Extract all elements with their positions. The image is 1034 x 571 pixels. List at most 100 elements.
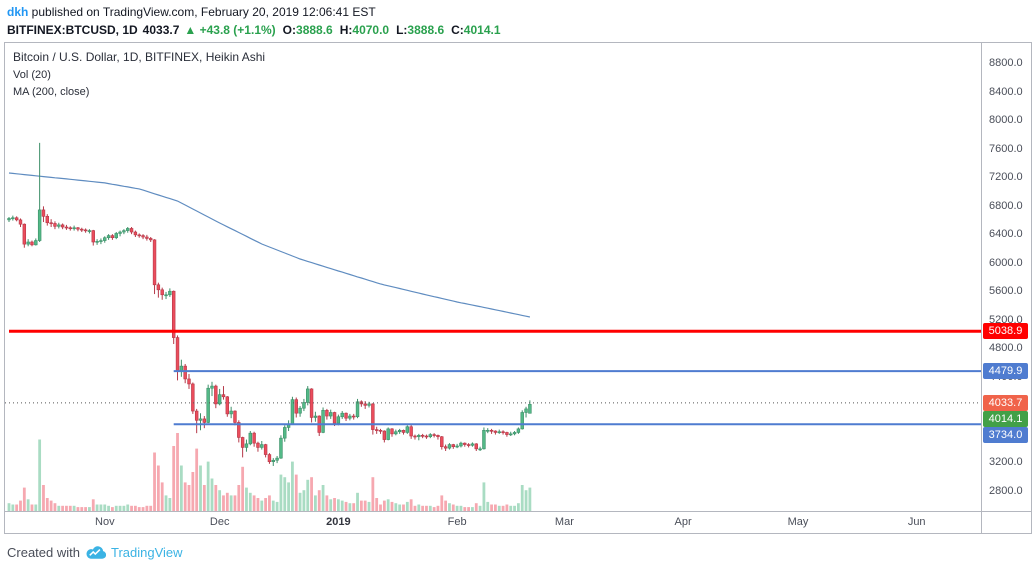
x-tick-label: Jun — [907, 516, 926, 528]
author-link[interactable]: dkh — [7, 5, 29, 19]
volume-bar — [417, 504, 421, 511]
volume-bar — [516, 503, 520, 511]
candle-body — [76, 227, 80, 230]
open-field: O:3888.6 — [283, 23, 333, 37]
volume-bar — [118, 505, 122, 511]
candle-body — [386, 428, 390, 440]
candle-body — [99, 240, 103, 242]
candle-body — [45, 216, 50, 224]
volume-bar — [471, 507, 474, 511]
volume-bar — [268, 495, 271, 511]
candle-body — [505, 432, 509, 435]
candle-body — [451, 444, 455, 448]
candle-body — [149, 238, 153, 241]
candle-body — [233, 410, 237, 423]
candle-body — [126, 228, 130, 231]
volume-bar — [88, 507, 91, 511]
candle-body — [298, 407, 302, 414]
volume-bar — [248, 492, 252, 511]
price-axis[interactable]: 8800.0 8400.0 8000.0 7600.0 7200.0 6800.0 6400… — [981, 43, 1031, 511]
published-text: published on TradingView.com, February 2… — [28, 5, 376, 19]
tradingview-link[interactable]: TradingView — [110, 545, 183, 560]
candle-body — [225, 396, 230, 415]
volume-bar — [436, 505, 440, 511]
y-tick-label: 5200.0 — [989, 313, 1023, 326]
candle-body — [129, 228, 134, 233]
volume-bar — [137, 507, 141, 511]
candle-body — [470, 443, 475, 446]
symbol-title: BITFINEX:BTCUSD, 1D — [7, 23, 138, 37]
candle-body — [489, 429, 494, 432]
volume-bar — [367, 501, 371, 511]
time-axis[interactable]: Nov Dec 2019 Feb Mar Apr May Jun — [5, 511, 981, 533]
volume-bar — [413, 505, 417, 511]
price-chart-canvas[interactable] — [5, 43, 981, 511]
candle-body — [294, 399, 298, 414]
volume-bar — [145, 505, 149, 511]
volume-bar — [7, 503, 11, 511]
candle-body — [145, 236, 149, 239]
open-label: O: — [282, 23, 297, 37]
volume-bar — [26, 499, 30, 511]
candle-body — [168, 290, 172, 296]
candle-body — [41, 209, 46, 217]
volume-bar — [398, 504, 402, 511]
volume-bar — [294, 474, 298, 511]
volume-bar — [421, 505, 425, 511]
candle-body — [486, 429, 490, 432]
candle-body — [306, 388, 310, 403]
volume-bar — [317, 490, 321, 511]
volume-bar — [382, 500, 386, 511]
volume-bar — [444, 500, 448, 511]
volume-bar — [15, 504, 19, 511]
volume-bar — [214, 485, 218, 511]
volume-bar — [340, 500, 344, 511]
volume-bar — [38, 439, 42, 511]
candle-body — [401, 429, 406, 433]
candle-body — [390, 428, 394, 435]
candle-body — [466, 444, 471, 446]
price-label: 4033.7 — [983, 394, 1028, 411]
volume-bar — [49, 500, 53, 511]
volume-bar — [321, 485, 325, 511]
y-tick-label: 7200.0 — [989, 171, 1023, 184]
tradingview-logo-icon[interactable] — [85, 545, 106, 560]
candle-body — [64, 226, 69, 229]
volume-bar — [176, 433, 179, 511]
volume-bar — [425, 505, 428, 511]
volume-bar — [172, 446, 176, 511]
candle-body — [175, 337, 180, 372]
volume-bar — [467, 507, 470, 511]
volume-bar — [494, 504, 497, 511]
footer: Created with TradingView — [7, 545, 183, 560]
y-tick-label: 7600.0 — [989, 142, 1023, 155]
candle-body — [248, 432, 252, 445]
candle-body — [432, 434, 436, 436]
x-tick-label: Mar — [554, 516, 574, 528]
candle-body — [509, 433, 513, 436]
candle-body — [336, 416, 341, 424]
candle-body — [363, 403, 367, 406]
candle-body — [478, 448, 482, 451]
candle-body — [329, 412, 333, 417]
candle-body — [194, 410, 199, 421]
candle-body — [18, 219, 23, 225]
volume-bar — [241, 466, 245, 511]
close-field: C:4014.1 — [451, 23, 500, 37]
candle-body — [87, 230, 92, 232]
volume-bar — [371, 477, 375, 511]
y-tick-label: 6400.0 — [989, 228, 1023, 241]
volume-bar — [298, 492, 302, 511]
axis-corner — [981, 511, 1031, 533]
volume-bar — [191, 472, 195, 511]
candle-body — [348, 415, 352, 419]
candle-body — [244, 443, 249, 448]
volume-bar — [61, 505, 65, 511]
volume-bar — [306, 479, 310, 511]
volume-bar — [314, 495, 317, 511]
volume-bar — [42, 485, 45, 511]
candle-body — [512, 432, 517, 435]
candle-body — [436, 434, 440, 438]
volume-bar — [65, 505, 68, 511]
volume-bar — [122, 505, 126, 511]
